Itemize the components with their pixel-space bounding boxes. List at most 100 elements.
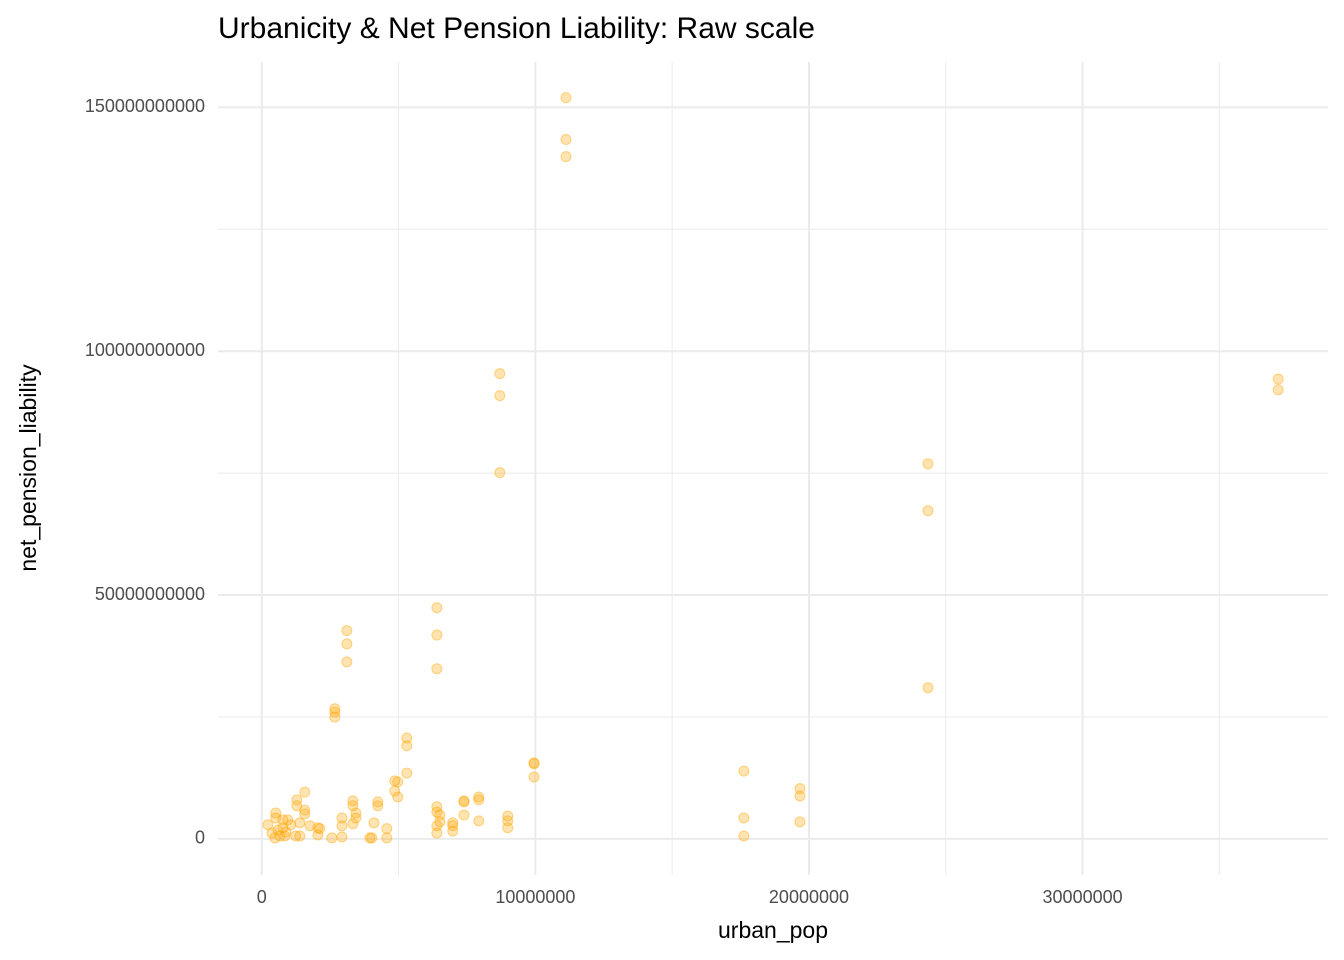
point: [434, 809, 446, 821]
point: [280, 826, 292, 838]
point: [431, 602, 443, 614]
point: [366, 832, 378, 844]
point: [431, 820, 443, 832]
y-tick-label: 50000000000: [95, 584, 205, 604]
point: [431, 827, 443, 839]
point: [431, 801, 443, 813]
point: [473, 815, 485, 827]
point: [922, 505, 934, 517]
point: [528, 758, 540, 770]
point: [329, 706, 341, 718]
point: [431, 806, 443, 818]
point: [368, 817, 380, 829]
point: [434, 816, 446, 828]
point: [528, 771, 540, 783]
point: [447, 820, 459, 832]
point: [473, 791, 485, 803]
point: [277, 822, 289, 834]
point: [502, 822, 514, 834]
point: [347, 795, 359, 807]
point: [431, 663, 443, 675]
point: [269, 832, 281, 844]
point: [350, 807, 362, 819]
point: [494, 467, 506, 479]
point: [738, 830, 750, 842]
point: [312, 829, 324, 841]
point: [279, 830, 291, 842]
point: [262, 819, 274, 831]
point: [560, 151, 572, 163]
point: [329, 703, 341, 715]
point: [266, 827, 278, 839]
point: [560, 92, 572, 104]
point: [272, 824, 284, 836]
point: [738, 812, 750, 824]
point: [326, 832, 338, 844]
point: [341, 625, 353, 637]
point: [299, 786, 311, 798]
point: [290, 830, 302, 842]
point: [392, 776, 404, 788]
point: [291, 794, 303, 806]
point: [347, 800, 359, 812]
point: [473, 794, 485, 806]
x-tick-label: 10000000: [495, 887, 575, 907]
point: [389, 775, 401, 787]
y-tick-label: 0: [195, 828, 205, 848]
point: [401, 732, 413, 744]
x-tick-label: 30000000: [1043, 887, 1123, 907]
point: [277, 814, 289, 826]
point: [314, 823, 326, 835]
point: [372, 800, 384, 812]
point: [341, 638, 353, 650]
point: [294, 817, 306, 829]
point: [431, 629, 443, 641]
point: [401, 740, 413, 752]
point: [274, 830, 286, 842]
point: [285, 819, 297, 831]
point: [270, 807, 282, 819]
point: [299, 804, 311, 816]
point: [794, 783, 806, 795]
point: [341, 656, 353, 668]
point: [312, 822, 324, 834]
point: [458, 796, 470, 808]
grid: [218, 62, 1328, 875]
point: [336, 831, 348, 843]
point: [1272, 373, 1284, 385]
point: [502, 810, 514, 822]
point: [282, 814, 294, 826]
point: [458, 795, 470, 807]
chart-title: Urbanicity & Net Pension Liability: Raw …: [218, 12, 815, 45]
point: [381, 832, 393, 844]
point: [1272, 384, 1284, 396]
point: [372, 796, 384, 808]
point: [401, 767, 413, 779]
point: [447, 825, 459, 837]
point: [494, 368, 506, 380]
point: [299, 808, 311, 820]
point: [381, 823, 393, 835]
point: [458, 809, 470, 821]
point: [922, 458, 934, 470]
y-tick-label: 100000000000: [85, 340, 205, 360]
point: [738, 765, 750, 777]
point: [392, 791, 404, 803]
point: [291, 800, 303, 812]
x-tick-label: 20000000: [769, 887, 849, 907]
point: [560, 134, 572, 146]
point: [389, 785, 401, 797]
point: [304, 820, 316, 832]
point: [350, 812, 362, 824]
point: [494, 390, 506, 402]
point: [270, 812, 282, 824]
point: [329, 711, 341, 723]
point: [447, 817, 459, 829]
point: [336, 820, 348, 832]
points: [262, 92, 1284, 844]
point: [922, 682, 934, 694]
y-axis-title: net_pension_liability: [15, 364, 41, 572]
point: [364, 832, 376, 844]
x-tick-label: 0: [257, 887, 267, 907]
